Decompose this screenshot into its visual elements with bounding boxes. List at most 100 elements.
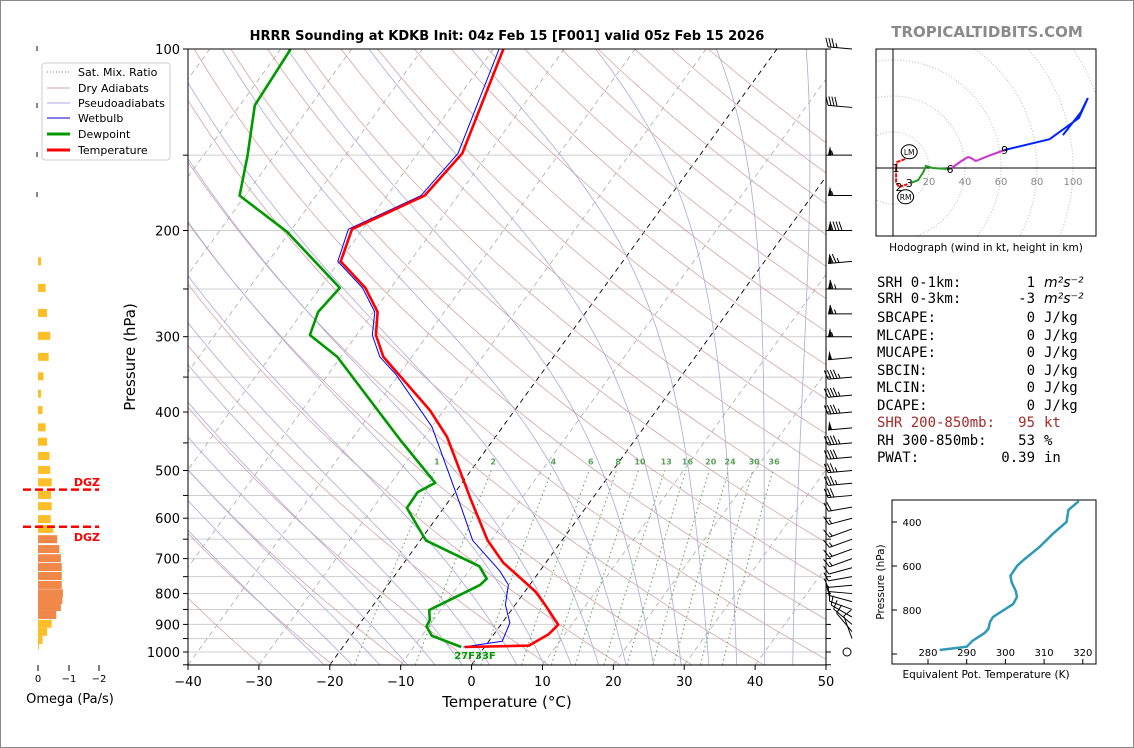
x-tick-label: −20: [316, 675, 343, 690]
moist-adiabat: [471, 49, 710, 665]
dry-adiabat: [188, 344, 549, 665]
dry-adiabat: [188, 222, 693, 665]
wind-barb-feather: [829, 369, 835, 379]
moist-adiabat: [188, 529, 325, 665]
omega-bar: [38, 563, 62, 572]
wind-barb-half-feather: [831, 190, 834, 196]
wind-barb-feather: [832, 369, 838, 379]
wind-barb-feather: [826, 502, 832, 511]
param-label: SRH 0-3km:: [877, 291, 961, 307]
theta-e-x-tick-label: 290: [957, 648, 976, 659]
omega-bar: [38, 602, 61, 611]
wind-barb-feather: [826, 370, 832, 380]
param-unit: J/kg: [1044, 345, 1078, 361]
mixing-ratio-line: [574, 470, 639, 665]
omega-bar: [38, 571, 62, 580]
skewt-profiles: [238, 49, 560, 649]
param-label: SRH 0-1km:: [877, 275, 961, 291]
wind-barb-feather: [832, 387, 838, 397]
omega-tick: 0: [35, 674, 41, 685]
dry-adiabat: [188, 597, 261, 665]
mixing-ratio-label: 13: [661, 458, 672, 467]
mixing-ratio-line: [353, 470, 436, 665]
legend-wetbulb: Wetbulb: [78, 112, 123, 125]
wind-barb-feather: [828, 37, 832, 48]
calm-wind-circle: [842, 647, 852, 657]
hodograph-height-label: 1: [893, 162, 900, 175]
mixing-ratio-line: [652, 470, 710, 665]
storm-motion-marker: [900, 144, 918, 160]
wind-barb-pennant: [828, 146, 832, 156]
wind-barb-feather: [829, 387, 835, 397]
dgz-label-bottom: DGZ: [74, 531, 100, 544]
param-unit: J/kg: [1044, 310, 1078, 326]
omega-bar: [38, 478, 52, 487]
moist-adiabat: [188, 401, 436, 665]
wind-barb-staff: [836, 612, 853, 632]
legend-mix: Sat. Mix. Ratio: [78, 66, 158, 79]
moist-adiabat: [716, 49, 766, 665]
chart-title: HRRR Sounding at KDKB Init: 04z Feb 15 […: [250, 29, 765, 44]
wind-barb-feather: [829, 304, 834, 315]
y-tick-label: 600: [155, 512, 180, 527]
theta-e-y-tick-label: 400: [902, 518, 921, 529]
wind-barb-feather: [823, 476, 829, 486]
wind-barb-staff: [828, 584, 853, 588]
wind-barb-feather: [823, 572, 829, 582]
dry-adiabat: [340, 49, 826, 470]
mixing-ratio-label: 8: [615, 458, 621, 467]
param-unit: in: [1044, 450, 1061, 466]
dry-adiabat: [188, 99, 826, 660]
wind-barb-staff: [828, 590, 853, 595]
param-unit: J/kg: [1044, 363, 1078, 379]
isotherm: [542, 273, 826, 665]
wind-barb-feather: [832, 435, 838, 445]
wind-barb-half-feather: [837, 373, 841, 379]
theta-e-y-tick-label: 800: [902, 606, 921, 617]
mixing-ratio-label: 16: [682, 458, 694, 467]
omega-bar: [38, 437, 48, 446]
wind-barb-staff: [829, 558, 853, 568]
wind-barb-half-feather: [834, 284, 837, 290]
dry-adiabat: [230, 49, 826, 581]
param-value: 53: [1018, 433, 1035, 449]
omega-tick-mark: [36, 192, 38, 197]
moist-adiabat: [188, 322, 490, 665]
wind-barb-staff: [829, 538, 853, 548]
omega-bar: [38, 423, 46, 432]
wind-barbs: [823, 37, 853, 657]
dry-adiabat: [450, 49, 826, 366]
theta-e-y-label: Pressure (hPa): [875, 544, 887, 619]
wind-barb-staff: [828, 576, 853, 582]
dewpoint-line: [238, 49, 488, 649]
x-tick-label: 40: [747, 675, 764, 690]
dry-adiabat: [188, 532, 333, 665]
param-label: DCAPE:: [877, 398, 928, 414]
skewt-axes-frame: [187, 48, 827, 666]
wind-barb-pennant: [828, 304, 832, 314]
hodograph-frame: [875, 48, 1097, 237]
dry-adiabat: [188, 406, 477, 665]
temperature-line: [339, 49, 560, 649]
wind-barb-feather: [831, 96, 835, 106]
param-value: 95: [1018, 415, 1035, 431]
wind-barb-staff: [829, 528, 853, 538]
moist-adiabat: [188, 499, 353, 665]
omega-axis-label: Omega (Pa/s): [26, 692, 114, 707]
hodograph-caption: Hodograph (wind in kt, height in km): [889, 242, 1083, 254]
param-label: MUCAPE:: [877, 345, 936, 361]
theta-e-x-tick-label: 320: [1073, 648, 1092, 659]
wind-barb-feather: [823, 578, 829, 588]
hodograph-trace: [895, 158, 908, 189]
dry-adiabat: [487, 49, 826, 332]
wind-barb-staff: [828, 104, 853, 108]
wind-barb-half-feather: [834, 467, 838, 472]
wind-barb-feather: [826, 449, 832, 460]
x-tick-label: −40: [174, 675, 201, 690]
mixing-ratio-label: 20: [705, 458, 717, 467]
wind-barb-staff: [828, 427, 853, 431]
wind-barb-feather: [831, 38, 835, 48]
omega-bar: [38, 352, 49, 361]
omega-bar: [38, 627, 48, 636]
wind-barb-pennant: [828, 327, 832, 337]
